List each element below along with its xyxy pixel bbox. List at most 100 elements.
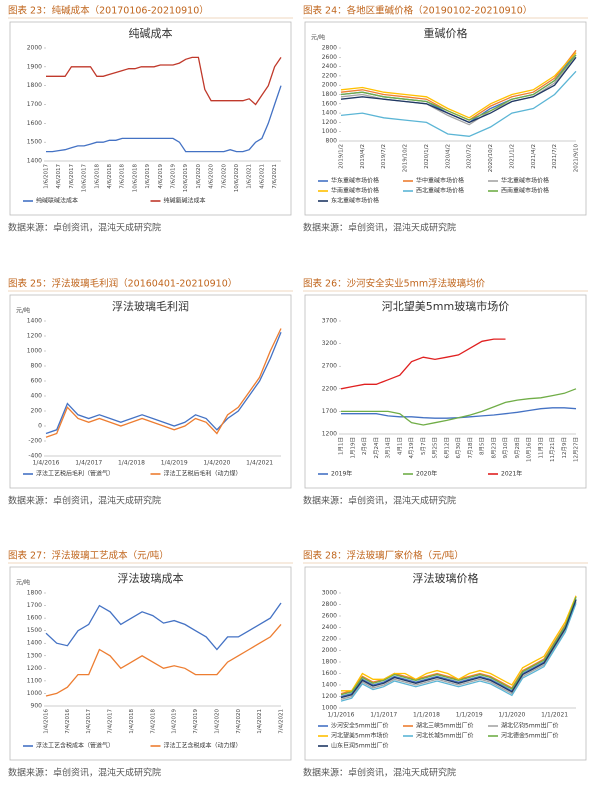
x-tick-label: 1/4/2021 [246,460,273,467]
y-tick-label: -400 [28,453,42,460]
y-tick-label: 2200 [322,72,337,79]
y-tick-label: 1400 [27,318,42,325]
x-tick-label: 7/6/2020 [221,164,227,189]
x-tick-label: 7/4/2016 [65,709,71,734]
y-tick-label: 1800 [27,590,42,597]
x-tick-label: 12月27日 [573,437,580,462]
y-tick-label: 800 [31,363,43,370]
y-tick-label: 2800 [322,45,337,52]
y-tick-label: 1200 [322,119,337,126]
legend-label: 河北德金5mm出厂价 [501,732,559,740]
x-tick-label: 2021/9/10 [574,144,580,173]
legend-label: 华北重碱市场价格 [501,177,549,185]
x-tick-label: 1/4/2020 [214,709,220,734]
y-axis-label: 元/吨 [16,579,30,587]
y-tick-label: 1400 [322,682,337,689]
series-line [45,328,282,438]
series-line [45,623,282,697]
source-note: 数据来源：卓创资讯，混沌天成研究院 [303,767,456,779]
legend-label: 纯碱氨碱法成本 [164,197,206,205]
legend-label: 华东重碱市场价格 [331,177,379,185]
x-tick-label: 3月14日 [385,437,392,459]
chart-title: 河北望美5mm玻璃市场价 [382,299,509,313]
legend-label: 湖北三峡5mm出厂价 [416,722,474,730]
legend-label: 2020年 [416,470,437,478]
x-tick-label: 10/6/2017 [82,164,88,193]
legend-label: 沙河安全5mm出厂价 [331,722,389,730]
x-tick-label: 2019/10/2 [403,144,409,172]
x-tick-label: 7/6/2019 [171,164,177,189]
series-line [341,595,577,692]
chart-frame [304,21,587,216]
series-line [340,599,577,699]
x-tick-label: 1/4/2016 [33,460,60,467]
x-tick-label: 1/4/2017 [86,709,92,734]
x-tick-label: 7/6/2017 [69,164,75,189]
y-tick-label: 2400 [322,63,337,70]
x-tick-label: 1/1/2016 [328,712,355,719]
x-tick-label: 2019/1/2 [339,144,345,169]
figure-caption: 图表 28：浮法玻璃厂家价格（元/吨） [303,550,464,562]
x-tick-label: 1月1日 [338,437,345,455]
x-tick-label: 10月16日 [526,437,533,462]
y-axis-label: 元/吨 [16,307,30,315]
y-tick-label: 3200 [322,340,337,347]
x-tick-label: 1/4/2018 [129,709,135,734]
x-tick-label: 11月3日 [537,437,544,459]
x-tick-label: 4/6/2018 [107,164,113,189]
series-line [340,56,577,124]
x-tick-label: 2020/10/2 [488,144,494,172]
y-tick-label: 200 [31,408,43,415]
x-tick-label: 1/4/2020 [203,460,230,467]
x-tick-label: 1/6/2017 [44,164,50,189]
legend-label: 河北望美5mm市场价 [331,732,389,740]
y-tick-label: 1600 [27,615,42,622]
x-tick-label: 7/4/2018 [150,709,156,734]
x-tick-label: 6月30日 [455,437,462,459]
x-tick-label: 1/1/2020 [498,712,525,719]
x-tick-label: 10/6/2019 [183,164,189,193]
legend-label: 浮法工艺税后毛利（动力煤） [164,470,242,478]
y-tick-label: 1200 [27,333,42,340]
y-tick-label: 1000 [322,705,337,712]
series-line [341,388,577,426]
x-tick-label: 2020/7/2 [467,144,473,169]
x-tick-label: 10/6/2018 [132,164,138,193]
series-line [340,601,577,701]
x-tick-label: 1/1/2021 [541,712,568,719]
x-tick-label: 7/4/2020 [236,709,242,734]
x-tick-label: 5月7日 [420,437,427,455]
x-tick-label: 1/1/2017 [370,712,397,719]
y-tick-label: 900 [31,703,43,710]
x-tick-label: 1/6/2020 [196,164,202,189]
x-tick-label: 8月5日 [479,437,486,455]
legend-label: 华中重碱市场价格 [416,177,464,185]
y-tick-label: 3000 [322,590,337,597]
figure-caption: 图表 25：浮法玻璃毛利润（20160401-20210910） [8,278,237,290]
y-tick-label: 1200 [322,431,337,438]
y-tick-label: 1500 [27,139,42,146]
y-tick-label: 2000 [322,82,337,89]
x-tick-label: 1/1/2019 [456,712,483,719]
x-tick-label: 7/4/2019 [193,709,199,734]
y-tick-label: 1700 [322,408,337,415]
series-line [46,56,282,106]
y-tick-label: 1400 [322,110,337,117]
x-tick-label: 5月25日 [432,437,439,459]
y-tick-label: 1600 [322,670,337,677]
figure-caption: 图表 24：各地区重碱价格（20190102-20210910） [303,5,532,17]
legend-label: 西南重碱市场价格 [501,187,549,195]
y-tick-label: 2000 [322,647,337,654]
y-tick-label: 1800 [27,82,42,89]
x-tick-label: 2021/4/2 [531,144,537,169]
source-note: 数据来源：卓创资讯，混沌天成研究院 [8,222,161,234]
source-note: 数据来源：卓创资讯，混沌天成研究院 [303,222,456,234]
x-tick-label: 1/4/2021 [257,709,263,734]
y-tick-label: 2400 [322,624,337,631]
x-tick-label: 2月6日 [361,437,368,455]
y-tick-label: 2700 [322,363,337,370]
chart-title: 浮法玻璃成本 [118,571,184,585]
x-tick-label: 2019/7/2 [381,144,387,169]
x-tick-label: 7/4/2021 [279,709,285,734]
y-tick-label: 1400 [27,158,42,165]
